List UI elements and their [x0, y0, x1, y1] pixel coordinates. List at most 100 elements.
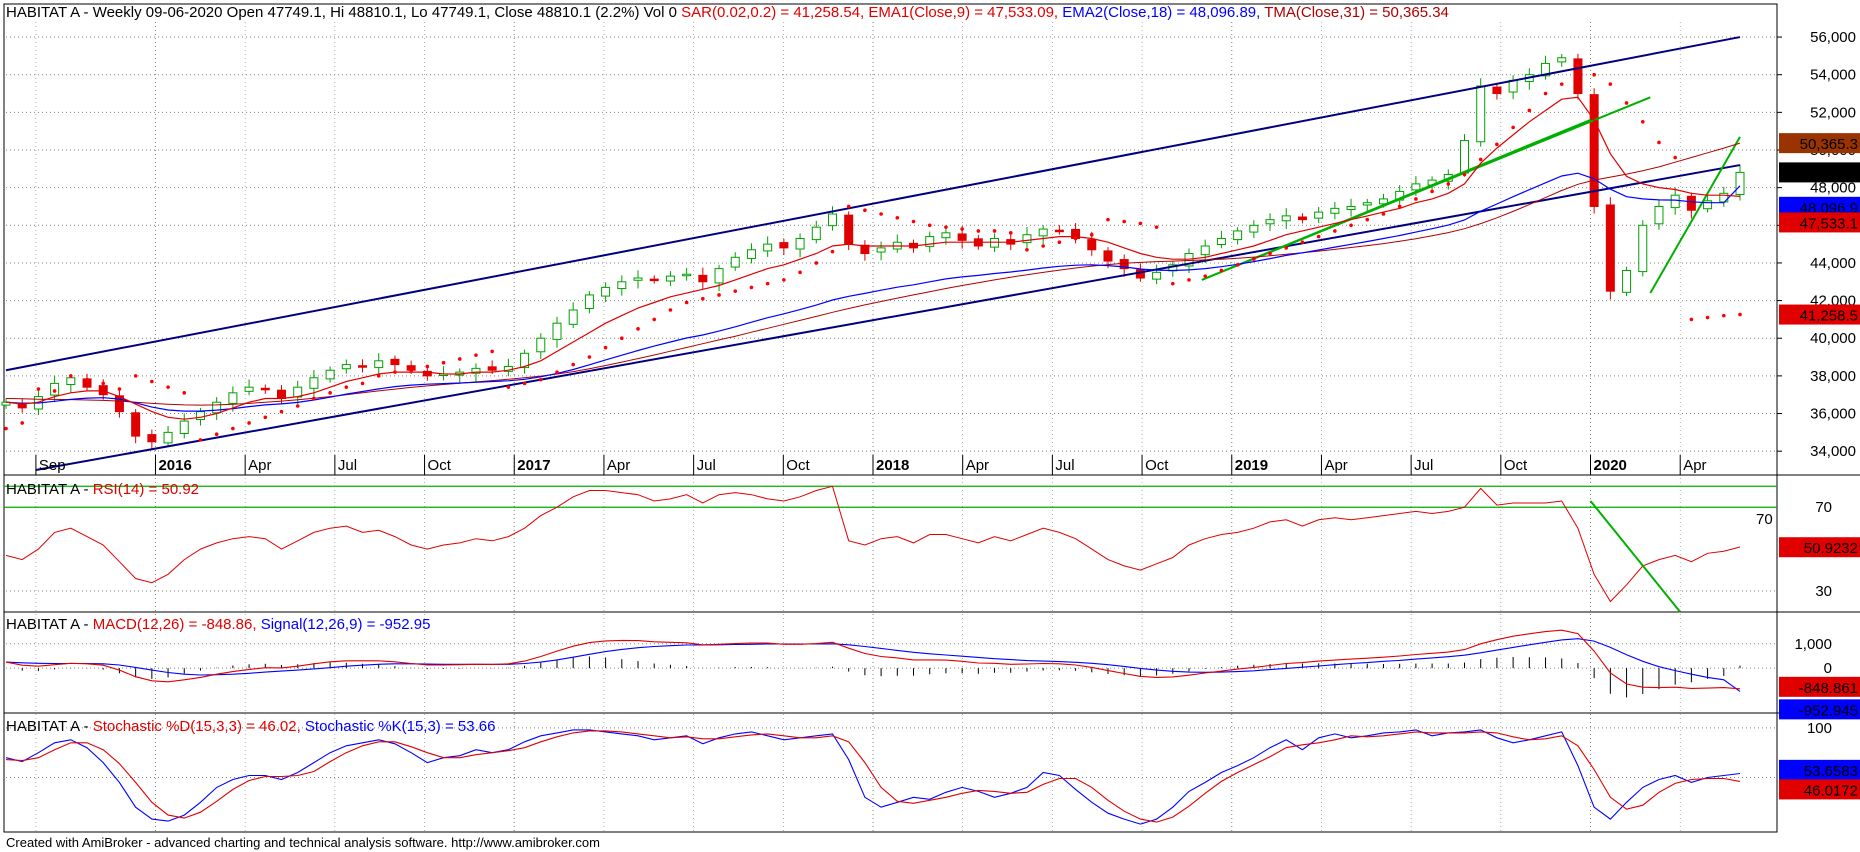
- sar-dot: [263, 415, 268, 420]
- stochastic-pane: [5, 729, 1741, 825]
- channel-upper-line: [5, 36, 1741, 372]
- rsi-y-tick-label: 30: [1815, 583, 1832, 600]
- candle-body: [98, 385, 108, 396]
- ema1-legend: EMA1(Close,9) = 47,533.09,: [868, 4, 1058, 21]
- sar-dot: [620, 336, 624, 341]
- sar-dot: [1025, 247, 1029, 252]
- candle-body: [212, 401, 222, 414]
- x-axis-tick-label: Apr: [248, 457, 271, 474]
- candle-body: [1314, 211, 1324, 219]
- sar-dot: [1154, 225, 1159, 229]
- sar-dot: [1673, 155, 1677, 160]
- sar-dot: [393, 370, 397, 374]
- x-axis-tick-label: 2019: [1235, 457, 1268, 474]
- candle-body: [1573, 58, 1583, 95]
- sar-dot: [85, 377, 89, 382]
- candle-body: [1557, 57, 1567, 63]
- candle-body: [276, 389, 286, 399]
- candle-body: [1638, 224, 1648, 273]
- stoch-d-line: [5, 730, 1741, 823]
- candle-body: [714, 268, 724, 284]
- price-pane: [1, 36, 1745, 471]
- ema2-line: [5, 172, 1741, 412]
- sar-dot: [863, 208, 867, 213]
- candle-body: [66, 377, 76, 386]
- x-axis-tick-label: Sep: [39, 457, 66, 474]
- sar-dot: [1138, 221, 1143, 226]
- macd-pane: [5, 629, 1741, 698]
- candle-body: [1460, 140, 1470, 174]
- sar-dot: [36, 387, 41, 391]
- price-y-tick-label: 48,000: [1810, 180, 1856, 197]
- signal-value-label-bg: [1779, 699, 1860, 720]
- candle-body: [1492, 86, 1502, 95]
- candle-body: [536, 337, 546, 353]
- rsi-pane-title: HABITAT A - RSI(14) = 50.92: [6, 481, 199, 498]
- candle-body: [552, 322, 562, 340]
- tma-line: [5, 142, 1741, 406]
- candle-body: [1038, 228, 1048, 237]
- sar-dot: [1219, 268, 1224, 273]
- candle-body: [665, 275, 675, 282]
- candle-body: [520, 352, 530, 369]
- candle-body: [422, 370, 432, 377]
- candle-body: [114, 395, 124, 413]
- sar-dot: [1414, 197, 1418, 201]
- sar-dot: [895, 215, 900, 220]
- price-pane-title: HABITAT A - Weekly 09-06-2020 Open 47749…: [6, 4, 1449, 21]
- candle-body: [763, 243, 773, 252]
- candle-body: [374, 360, 384, 369]
- candle-body: [179, 420, 189, 434]
- candle-body: [1233, 230, 1243, 241]
- rsi-line: [5, 485, 1741, 603]
- sar-dot: [798, 270, 802, 275]
- sar-dot: [20, 421, 25, 425]
- sar-dot: [911, 219, 916, 224]
- sar-dot: [765, 281, 770, 286]
- sar-dot: [1089, 232, 1094, 237]
- sar-legend: SAR(0.02,0.2) = 41,258.54,: [681, 4, 864, 21]
- price-title-prefix: HABITAT A - Weekly 09-06-2020 Open 47749…: [6, 4, 677, 21]
- tma-value-label: 50,365.3: [1800, 136, 1858, 153]
- sar-dot: [198, 438, 203, 442]
- sar-dot: [1365, 217, 1370, 222]
- x-axis-tick-label: Oct: [1145, 457, 1169, 474]
- price-y-tick-label: 56,000: [1810, 29, 1856, 46]
- rsi-title-prefix: HABITAT A -: [6, 481, 89, 498]
- sar-dot: [279, 409, 284, 414]
- x-axis-tick-label: 2017: [517, 457, 550, 474]
- candle-body: [876, 247, 886, 253]
- ema2-value-label-bg: [1779, 196, 1860, 217]
- sar-value-label-bg: [1779, 304, 1860, 325]
- sar-dot: [101, 381, 106, 386]
- candle-body: [1152, 271, 1162, 280]
- sar-dot: [1478, 157, 1483, 162]
- stoch-title-prefix: HABITAT A -: [6, 718, 89, 735]
- price-y-tick-label: 52,000: [1810, 104, 1856, 121]
- stoch-pane-title: HABITAT A - Stochastic %D(15,3,3) = 46.0…: [6, 718, 495, 735]
- price-y-tick-label: 40,000: [1810, 330, 1856, 347]
- sar-dot: [1171, 281, 1175, 286]
- candle-body: [633, 277, 643, 281]
- sar-dot: [150, 379, 154, 384]
- rsi-level-marker: 70: [1756, 511, 1773, 528]
- sar-dot: [555, 370, 559, 374]
- sar-dot: [879, 212, 883, 216]
- candle-body: [1541, 62, 1551, 77]
- channel-lower-line: [35, 164, 1741, 471]
- rsi-legend: RSI(14) = 50.92: [93, 481, 199, 498]
- sar-dot: [344, 385, 349, 389]
- candle-body: [1378, 198, 1388, 205]
- sar-dot: [1203, 274, 1208, 278]
- sar-dot: [733, 289, 738, 293]
- stoch-k-value-label-bg: [1779, 759, 1860, 780]
- sar-dot: [247, 421, 251, 425]
- candle-body: [390, 358, 400, 366]
- sar-dot: [1576, 63, 1580, 68]
- candle-body: [827, 213, 837, 227]
- ema1-value-label: 47,533.1: [1800, 215, 1858, 232]
- candle-body: [1654, 205, 1664, 225]
- candle-body: [1719, 192, 1729, 203]
- sar-dot: [360, 381, 365, 386]
- x-axis-tick-label: 2020: [1594, 457, 1627, 474]
